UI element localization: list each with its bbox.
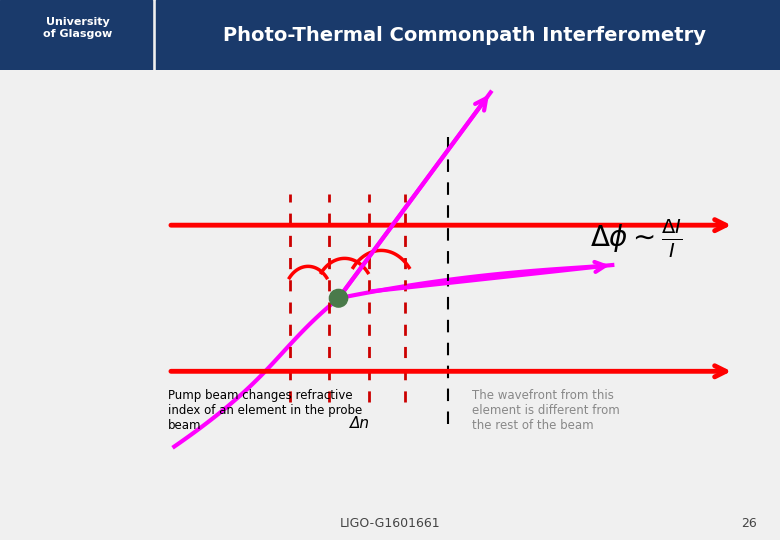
- Text: University
of Glasgow: University of Glasgow: [44, 17, 112, 39]
- Text: Δn: Δn: [349, 416, 370, 430]
- Text: 26: 26: [741, 517, 757, 530]
- Ellipse shape: [329, 289, 348, 307]
- Text: The wavefront from this
element is different from
the rest of the beam: The wavefront from this element is diffe…: [473, 389, 620, 432]
- Text: LIGO-G1601661: LIGO-G1601661: [339, 517, 441, 530]
- Text: Pump beam changes refractive
index of an element in the probe
beam: Pump beam changes refractive index of an…: [168, 389, 363, 432]
- Bar: [0, 0, 152, 70]
- Bar: [156, 0, 780, 70]
- Text: $\Delta\phi \sim \frac{\Delta I}{I}$: $\Delta\phi \sim \frac{\Delta I}{I}$: [590, 218, 682, 260]
- Text: Photo-Thermal Commonpath Interferometry: Photo-Thermal Commonpath Interferometry: [222, 25, 706, 45]
